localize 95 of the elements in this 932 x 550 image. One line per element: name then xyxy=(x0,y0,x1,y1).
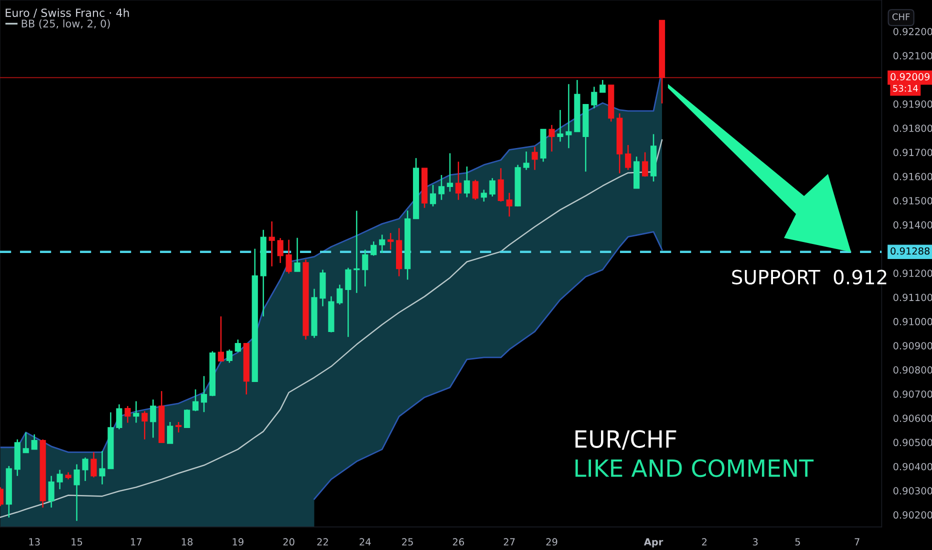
candlestick xyxy=(234,338,241,353)
candlestick xyxy=(625,144,632,171)
candlestick xyxy=(286,239,292,274)
candlestick xyxy=(99,450,106,485)
candlestick xyxy=(489,178,496,198)
y-tick-label: 0.90300 xyxy=(893,487,932,494)
candlestick xyxy=(446,152,454,192)
candlestick xyxy=(642,152,648,178)
annotation: SUPPORT 0.912 xyxy=(732,270,886,284)
y-tick-label: 0.90600 xyxy=(893,414,932,422)
x-tick-label: 13 xyxy=(29,538,40,546)
x-tick-label: 5 xyxy=(795,538,800,546)
x-tick-label: 27 xyxy=(504,538,515,546)
x-tick-label: 24 xyxy=(360,538,371,546)
y-tick-label: 0.90500 xyxy=(893,438,932,446)
candlestick xyxy=(455,161,462,201)
x-tick-label: Apr xyxy=(644,538,664,548)
y-tick-label: 0.91100 xyxy=(893,294,932,302)
candlestick xyxy=(277,237,284,264)
text: Euro / Swiss Franc · 4h xyxy=(6,8,129,18)
y-tick-label: 0.90400 xyxy=(893,462,932,470)
ref-line-label: 0.91288 xyxy=(890,247,930,255)
candlestick xyxy=(124,405,131,424)
candlestick xyxy=(56,469,63,490)
candlestick xyxy=(548,124,555,152)
y-tick-label: 0.90900 xyxy=(893,342,932,350)
y-tick-label: 0.91700 xyxy=(893,148,932,156)
candlestick xyxy=(345,267,352,338)
candlestick xyxy=(48,475,54,508)
annotation: LIKE AND COMMENT xyxy=(575,459,814,478)
x-tick-label: 22 xyxy=(317,538,328,546)
candlestick xyxy=(175,421,182,434)
y-tick-label: 0.90800 xyxy=(893,366,932,374)
candlestick xyxy=(184,408,190,428)
y-tick-label: 0.91400 xyxy=(893,221,932,229)
candlestick xyxy=(133,400,140,424)
candlestick xyxy=(370,240,377,256)
x-tick-label: 20 xyxy=(283,538,294,546)
candlestick xyxy=(150,398,156,438)
candlestick xyxy=(498,168,504,202)
candlestick xyxy=(379,234,386,254)
y-tick-label: 0.91500 xyxy=(893,197,932,204)
x-tick-label: 18 xyxy=(182,538,193,546)
y-tick-label: 0.91800 xyxy=(893,124,932,132)
y-tick-label: 0.90700 xyxy=(893,390,932,398)
candlestick xyxy=(464,166,470,198)
candlestick xyxy=(566,83,572,149)
candlestick xyxy=(362,249,368,288)
y-tick-label: 0.91200 xyxy=(893,270,932,277)
candlestick xyxy=(74,464,80,522)
candlestick xyxy=(472,179,478,201)
candlestick xyxy=(557,109,564,142)
candlestick xyxy=(523,150,530,171)
text: CHF xyxy=(892,13,910,20)
y-tick-label: 0.91600 xyxy=(893,172,932,180)
candlestick xyxy=(116,404,122,430)
candlestick xyxy=(218,316,224,362)
candlestick xyxy=(82,456,88,482)
x-tick-label: 29 xyxy=(546,538,558,546)
x-tick-label: 26 xyxy=(452,538,464,546)
candlestick xyxy=(294,237,300,272)
candlestick xyxy=(226,348,232,364)
candlestick xyxy=(192,388,199,412)
x-tick-label: 25 xyxy=(402,538,413,546)
candlestick xyxy=(90,452,97,478)
x-tick-label: 19 xyxy=(232,538,244,546)
ref-line-label: 0.92009 xyxy=(890,73,930,80)
candlestick xyxy=(591,86,598,109)
candlestick xyxy=(31,434,38,450)
candlestick xyxy=(200,375,208,413)
candlestick xyxy=(22,432,29,454)
y-tick-label: 0.90200 xyxy=(893,511,932,519)
x-tick-label: 7 xyxy=(854,538,860,546)
x-tick-label: 15 xyxy=(72,538,82,546)
y-tick-label: 0.91900 xyxy=(893,100,932,108)
candlestick xyxy=(532,146,538,171)
candlestick xyxy=(388,232,394,250)
legend-label: BB (25, low, 2, 0) xyxy=(22,19,110,29)
annotation: EUR/CHF xyxy=(575,430,676,450)
candlestick xyxy=(480,189,487,202)
y-tick-label: 0.92100 xyxy=(893,52,932,60)
y-tick-label: 0.91000 xyxy=(893,318,932,326)
candlestick xyxy=(268,220,275,267)
candlestick xyxy=(167,421,174,444)
x-tick-label: 17 xyxy=(131,538,142,546)
candlestick xyxy=(430,184,436,208)
x-tick-label: 3 xyxy=(752,538,758,546)
text: 53:14 xyxy=(893,84,918,92)
candlestick xyxy=(142,410,148,440)
x-tick-label: 2 xyxy=(702,538,707,546)
y-tick-label: 0.92200 xyxy=(893,28,932,36)
candlestick xyxy=(336,284,343,306)
candlestick xyxy=(438,174,445,201)
candlestick xyxy=(506,192,512,218)
candlestick xyxy=(600,79,606,93)
